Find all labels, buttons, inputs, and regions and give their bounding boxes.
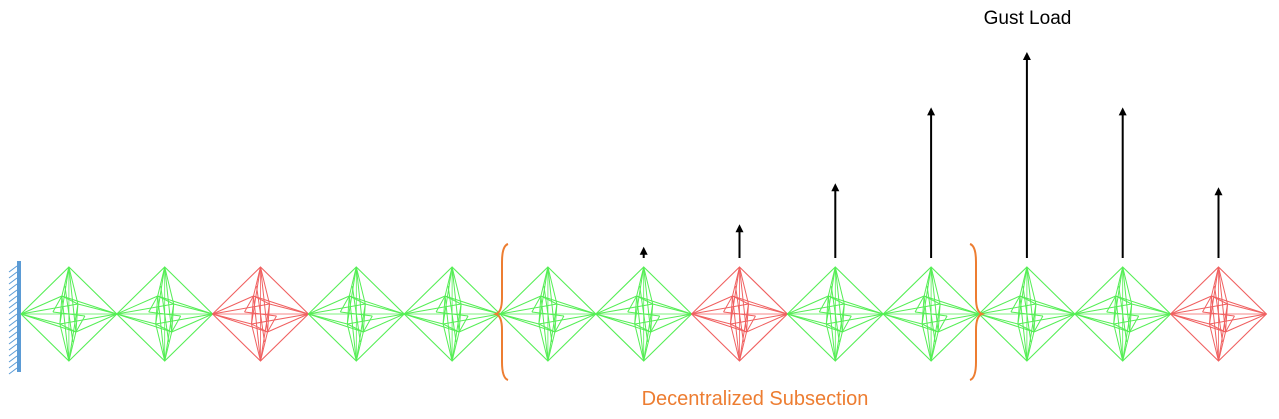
lattice-cell-healthy [20, 266, 118, 362]
subsection-label: Decentralized Subsection [641, 388, 869, 410]
lattice-cell-healthy [786, 266, 884, 362]
lattice-cell-failed [211, 266, 310, 362]
opening-brace [492, 243, 509, 381]
wall-hatching [8, 265, 18, 375]
gust-arrow [1022, 52, 1031, 258]
lattice-cell-healthy [882, 266, 980, 362]
wall-bar [17, 261, 21, 372]
gust-load-title: Gust Load [983, 8, 1072, 29]
lattice-cell-healthy [116, 266, 214, 362]
lattice-cell-failed [1169, 266, 1268, 362]
lattice-cell-healthy [403, 266, 501, 362]
fixed-wall-support [8, 261, 21, 375]
lattice-cell-healthy [978, 266, 1076, 362]
gust-arrow [927, 107, 936, 258]
lattice-cell-healthy [595, 266, 693, 362]
gust-arrow [831, 183, 840, 258]
subsection-braces [492, 243, 986, 381]
gust-arrow [1214, 187, 1223, 258]
gust-arrow [639, 246, 648, 258]
gust-arrow [1118, 107, 1127, 258]
closing-brace [969, 243, 986, 381]
gust-load-arrows [639, 52, 1223, 258]
lattice-cell-healthy [499, 266, 597, 362]
lattice-cell-healthy [307, 266, 405, 362]
gust-arrow [735, 224, 744, 258]
lattice-cells [20, 266, 1268, 362]
lattice-cell-failed [690, 266, 789, 362]
lattice-cell-healthy [1074, 266, 1172, 362]
